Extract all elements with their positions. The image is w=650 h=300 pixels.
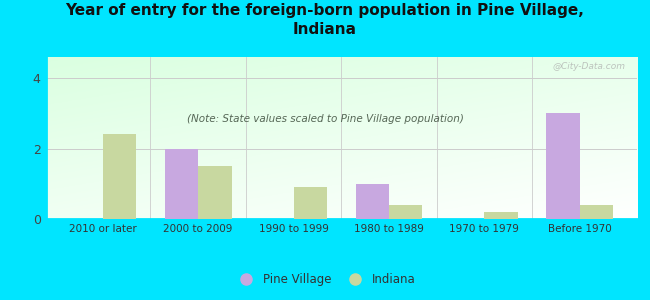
Bar [547,113,580,219]
Bar [198,166,231,219]
Bar [580,205,613,219]
Bar [389,205,422,219]
Text: Year of entry for the foreign-born population in Pine Village,
Indiana: Year of entry for the foreign-born popul… [66,3,584,37]
Legend: Pine Village, Indiana: Pine Village, Indiana [230,269,420,291]
Bar [103,134,136,219]
Text: (Note: State values scaled to Pine Village population): (Note: State values scaled to Pine Villa… [187,114,463,124]
Bar [164,148,198,219]
Bar [356,184,389,219]
Bar [484,212,518,219]
Text: @City-Data.com: @City-Data.com [552,62,625,71]
Bar [294,187,327,219]
